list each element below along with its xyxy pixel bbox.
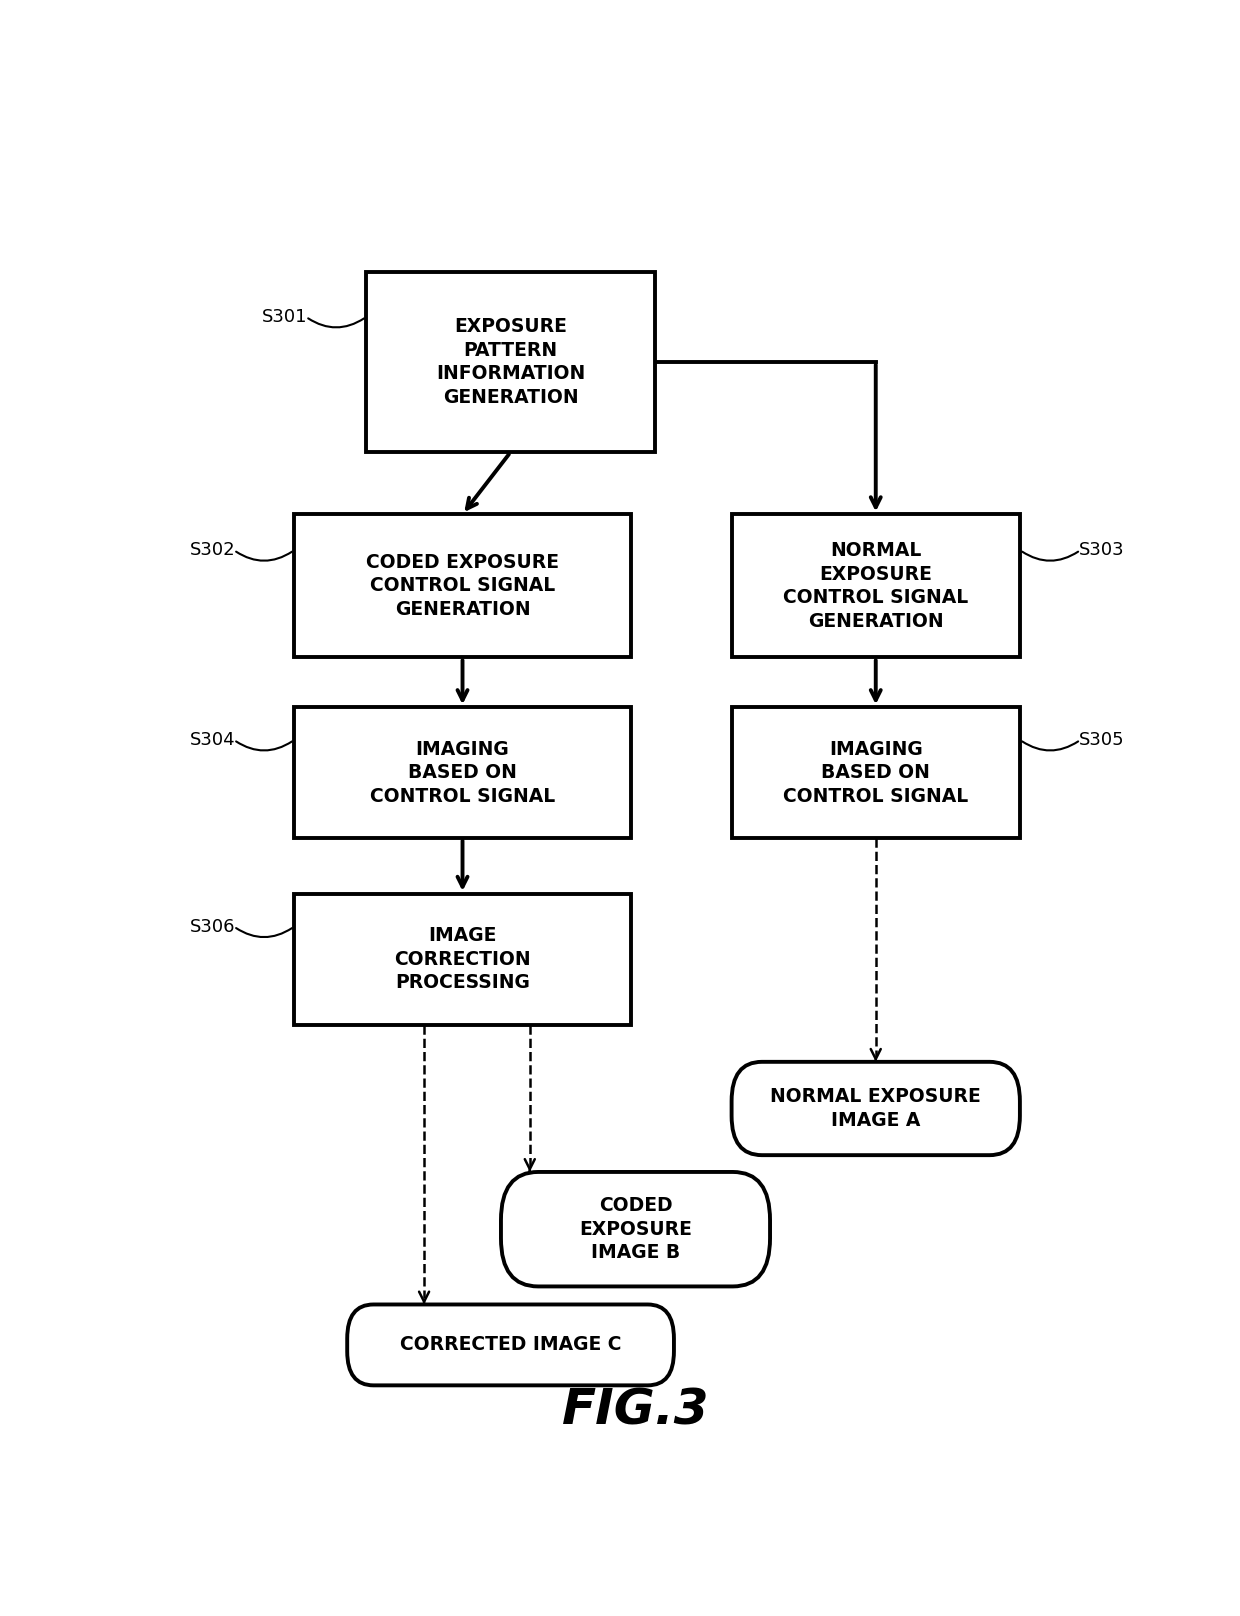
Text: NORMAL EXPOSURE
IMAGE A: NORMAL EXPOSURE IMAGE A [770,1088,981,1130]
Text: S301: S301 [262,307,308,326]
Text: CORRECTED IMAGE C: CORRECTED IMAGE C [399,1335,621,1354]
Text: S304: S304 [190,730,236,748]
Text: CODED EXPOSURE
CONTROL SIGNAL
GENERATION: CODED EXPOSURE CONTROL SIGNAL GENERATION [366,553,559,619]
Text: EXPOSURE
PATTERN
INFORMATION
GENERATION: EXPOSURE PATTERN INFORMATION GENERATION [436,317,585,407]
FancyBboxPatch shape [732,514,1019,658]
FancyBboxPatch shape [501,1172,770,1286]
FancyBboxPatch shape [294,514,631,658]
FancyBboxPatch shape [347,1304,675,1385]
Text: S303: S303 [1079,541,1125,559]
Text: IMAGING
BASED ON
CONTROL SIGNAL: IMAGING BASED ON CONTROL SIGNAL [784,740,968,805]
Text: S306: S306 [190,918,236,936]
FancyBboxPatch shape [294,708,631,837]
Text: FIG.3: FIG.3 [562,1387,709,1435]
Text: S305: S305 [1079,730,1125,748]
FancyBboxPatch shape [294,894,631,1025]
FancyBboxPatch shape [367,271,655,452]
FancyBboxPatch shape [732,1062,1019,1155]
Text: S302: S302 [190,541,236,559]
Text: IMAGE
CORRECTION
PROCESSING: IMAGE CORRECTION PROCESSING [394,926,531,992]
FancyBboxPatch shape [732,708,1019,837]
Text: IMAGING
BASED ON
CONTROL SIGNAL: IMAGING BASED ON CONTROL SIGNAL [370,740,556,805]
Text: NORMAL
EXPOSURE
CONTROL SIGNAL
GENERATION: NORMAL EXPOSURE CONTROL SIGNAL GENERATIO… [784,541,968,630]
Text: CODED
EXPOSURE
IMAGE B: CODED EXPOSURE IMAGE B [579,1196,692,1262]
